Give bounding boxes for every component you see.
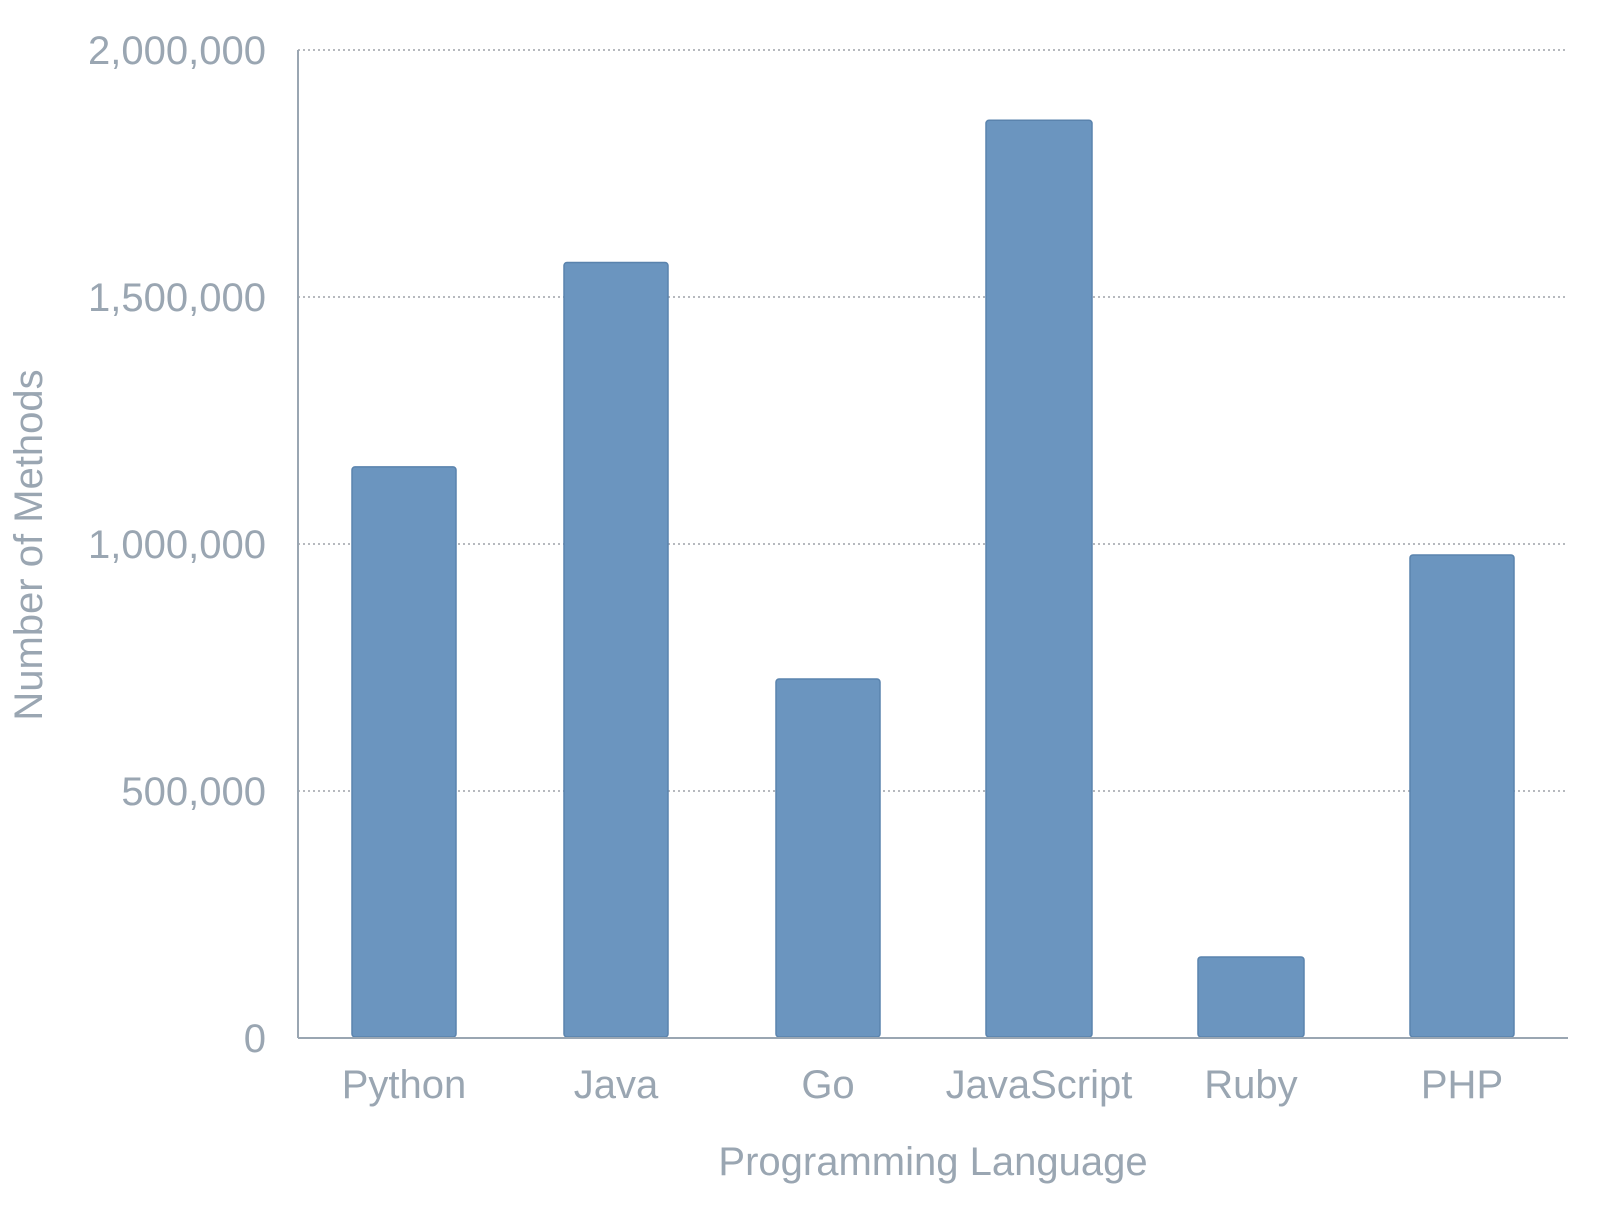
x-tick-label: Python [342,1063,467,1107]
y-axis-title: Number of Methods [7,369,51,720]
y-tick-label: 500,000 [121,770,266,814]
bar-go [775,678,881,1038]
x-tick-labels: Python Java Go JavaScript Ruby PHP [342,1063,1503,1107]
gridlines [298,49,1568,792]
x-axis-title: Programming Language [718,1140,1147,1184]
y-tick-labels: 0 500,000 1,000,000 1,500,000 2,000,000 [88,29,266,1061]
axes [297,50,1568,1039]
bars [351,119,1515,1038]
x-tick-label: Java [574,1063,659,1107]
y-tick-label: 0 [244,1017,266,1061]
bar-python [351,466,457,1038]
x-tick-label: Go [801,1063,854,1107]
x-tick-label: Ruby [1204,1063,1297,1107]
y-tick-label: 1,500,000 [88,276,266,320]
bar-java [563,261,669,1038]
y-tick-label: 1,000,000 [88,523,266,567]
x-tick-label: PHP [1421,1063,1503,1107]
bar-php [1409,554,1515,1038]
bar-ruby [1197,956,1305,1038]
x-tick-label: JavaScript [946,1063,1133,1107]
bar-javascript [985,119,1093,1038]
y-tick-label: 2,000,000 [88,29,266,73]
